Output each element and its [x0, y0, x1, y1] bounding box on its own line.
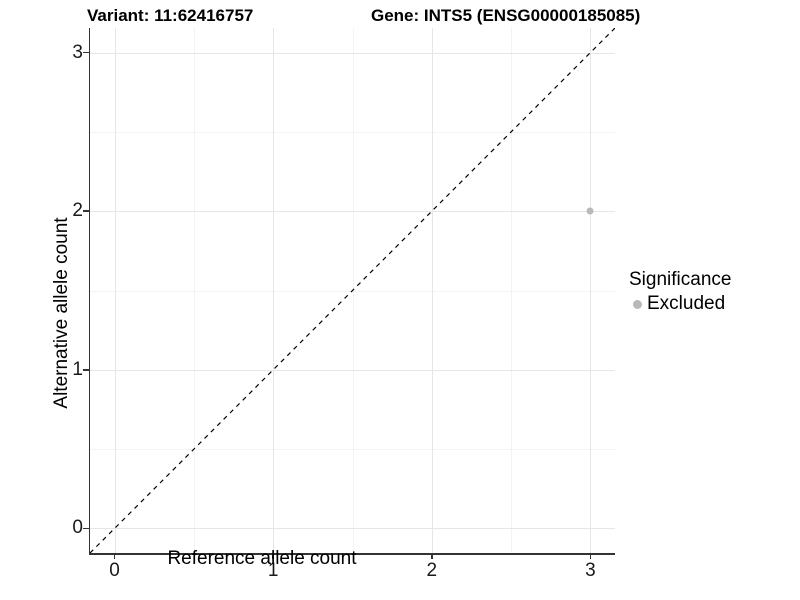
major-gridline-y — [90, 528, 615, 530]
major-gridline-x — [114, 28, 116, 553]
y-axis-line — [88, 28, 90, 555]
x-tick-label: 0 — [109, 560, 120, 581]
x-tick-mark — [431, 554, 433, 559]
major-gridline-x — [590, 28, 592, 553]
gene-title: Gene: INTS5 (ENSG00000185085) — [371, 6, 641, 25]
variant-title: Variant: 11:62416757 — [87, 6, 254, 25]
x-tick-mark — [589, 554, 592, 559]
y-tick-mark — [82, 210, 89, 212]
data-point — [586, 207, 594, 215]
x-tick-label: 1 — [267, 560, 279, 581]
y-tick-mark — [82, 51, 89, 54]
major-gridline-y — [90, 211, 615, 213]
x-tick-mark — [113, 554, 116, 559]
minor-gridline-y — [90, 131, 615, 133]
legend-item-excluded: Excluded — [629, 293, 731, 315]
major-gridline-x — [273, 28, 275, 553]
legend-point-icon — [633, 299, 642, 309]
legend-title: Significance — [629, 269, 732, 290]
y-tick-label: 3 — [72, 41, 83, 63]
identity-reference-line — [90, 28, 615, 553]
x-tick-mark — [272, 554, 274, 559]
legend: Significance Excluded — [629, 269, 731, 315]
y-axis-title: Alternative allele count — [51, 217, 72, 409]
legend-item-label: Excluded — [647, 293, 726, 314]
y-tick-label: 1 — [72, 358, 83, 380]
y-tick-label: 2 — [72, 200, 83, 222]
y-tick-mark — [82, 369, 89, 371]
x-axis-title: Reference allele count — [167, 548, 357, 569]
x-tick-label: 3 — [585, 560, 596, 581]
major-gridline-y — [90, 52, 615, 54]
plot-panel: 0 1 2 3 0 1 2 3 — [72, 28, 615, 581]
y-tick-label: 0 — [72, 517, 83, 539]
x-tick-label: 2 — [426, 560, 438, 581]
y-tick-mark — [82, 527, 89, 530]
major-gridline-x — [431, 28, 433, 553]
x-axis-line — [88, 553, 615, 555]
minor-gridline-y — [90, 449, 615, 451]
major-gridline-y — [90, 369, 615, 371]
